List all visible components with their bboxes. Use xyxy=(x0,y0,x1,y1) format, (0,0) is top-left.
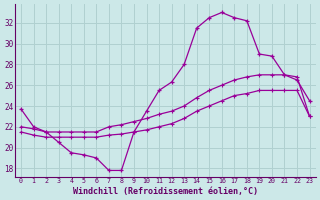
X-axis label: Windchill (Refroidissement éolien,°C): Windchill (Refroidissement éolien,°C) xyxy=(73,187,258,196)
